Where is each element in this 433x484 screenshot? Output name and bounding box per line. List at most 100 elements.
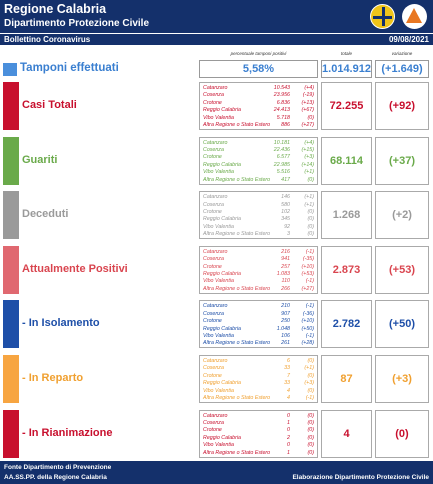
province-value: 22.436 <box>273 146 290 153</box>
province-value: 941 <box>281 256 290 263</box>
province-variation: (0) <box>307 176 314 183</box>
province-variation: (0) <box>307 427 314 434</box>
province-variation: (0) <box>307 419 314 426</box>
province-variation: (0) <box>307 114 314 121</box>
province-name: Vibo Valentia <box>203 223 234 230</box>
province-name: Vibo Valentia <box>203 332 234 339</box>
province-value: 6.577 <box>276 154 290 161</box>
province-variation: (+3) <box>304 380 314 387</box>
province-name: Vibo Valentia <box>203 387 234 394</box>
province-name: Cosenza <box>203 201 224 208</box>
province-name: Vibo Valentia <box>203 169 234 176</box>
section-total: 87 <box>321 355 372 403</box>
province-value: 6 <box>287 358 290 364</box>
section-color-bar <box>3 355 19 403</box>
tamponi-var: (+1.649) <box>375 60 429 78</box>
section-variation: (+37) <box>375 136 429 185</box>
province-list: Catanzaro 210 (-1) Cosenza 907 (-36) Crotone 25… <box>199 300 318 349</box>
province-variation: (+1) <box>304 194 314 201</box>
province-name: Cosenza <box>203 419 224 426</box>
section-color-bar <box>3 136 19 185</box>
province-value: 210 <box>281 303 290 310</box>
province-name: Reggio Calabria <box>203 325 241 332</box>
tamponi-perc: 5,58% <box>199 60 318 78</box>
section-total: 2.873 <box>321 245 372 294</box>
province-value: 1 <box>287 449 290 456</box>
section-label: Casi Totali <box>22 99 77 111</box>
province-name: Crotone <box>203 318 222 325</box>
col-header-variazione: variazione <box>391 51 413 56</box>
province-value: 6.836 <box>276 99 290 106</box>
province-name: Reggio Calabria <box>203 270 241 277</box>
province-list: Catanzaro 0 (0) Cosenza 1 (0) Crotone 0 (0) Reggi… <box>199 409 318 458</box>
province-name: Vibo Valentia <box>203 114 234 121</box>
province-variation: (0) <box>307 216 314 223</box>
section-row: - In Isolamento Catanzaro 210 (-1) Cosenza 90… <box>0 300 433 349</box>
province-variation: (0) <box>307 208 314 215</box>
province-variation: (0) <box>307 231 314 238</box>
bulletin-title: Bollettino Coronavirus <box>4 35 91 44</box>
province-variation: (+53) <box>301 270 314 277</box>
province-variation: (+10) <box>301 263 314 270</box>
province-value: 2 <box>287 434 290 441</box>
province-name: Vibo Valentia <box>203 278 234 285</box>
province-value: 257 <box>281 263 290 270</box>
province-variation: (+27) <box>301 122 314 128</box>
province-value: 1 <box>287 419 290 426</box>
section-row: Guariti Catanzaro 10.181 (+4) Cosenza 22.436 (… <box>0 136 433 185</box>
province-variation: (+67) <box>301 107 314 114</box>
province-list: Catanzaro 10.181 (+4) Cosenza 22.436 (+15) Cro… <box>199 136 318 185</box>
province-name: Catanzaro <box>203 248 228 255</box>
province-variation: (+28) <box>301 340 314 347</box>
province-variation: (+1) <box>304 365 314 372</box>
province-value: 250 <box>281 318 290 325</box>
section-color-bar <box>3 82 19 130</box>
province-variation: (0) <box>307 412 314 419</box>
section-label: Attualmente Positivi <box>22 262 128 275</box>
province-value: 4 <box>287 395 290 401</box>
province-variation: (+15) <box>301 146 314 153</box>
protezione-civile-logo-icon <box>402 4 427 29</box>
province-variation: (-1) <box>305 248 314 255</box>
section-total: 2.782 <box>321 300 372 349</box>
province-value: 110 <box>281 278 290 285</box>
province-variation: (0) <box>307 449 314 456</box>
header-subtitle: Dipartimento Protezione Civile <box>4 18 150 29</box>
province-variation: (-19) <box>302 92 314 99</box>
province-variation: (-1) <box>305 332 314 339</box>
province-value: 1.048 <box>276 325 290 332</box>
province-value: 3 <box>287 231 290 238</box>
province-name: Altra Regione o Stato Estero <box>203 395 271 401</box>
province-value: 417 <box>281 176 290 183</box>
province-value: 7 <box>287 372 290 379</box>
province-name: Crotone <box>203 372 222 379</box>
province-name: Altra Regione o Stato Estero <box>203 285 271 292</box>
province-value: 4 <box>287 387 290 394</box>
regione-calabria-logo-icon <box>370 4 395 29</box>
province-name: Reggio Calabria <box>203 216 241 223</box>
province-variation: (0) <box>307 387 314 394</box>
province-value: 5.516 <box>276 169 290 176</box>
province-variation: (+13) <box>301 99 314 106</box>
col-header-perc: percentuale tamponi positivi <box>230 51 287 56</box>
province-name: Catanzaro <box>203 412 228 419</box>
province-value: 216 <box>281 248 290 255</box>
section-total: 4 <box>321 409 372 458</box>
province-variation: (+14) <box>301 161 314 168</box>
province-value: 33 <box>284 365 290 372</box>
section-total: 1.268 <box>321 191 372 240</box>
section-label: - In Reparto <box>22 372 84 384</box>
col-header-totale: totale <box>340 51 352 56</box>
province-variation: (-35) <box>302 256 314 263</box>
province-name: Altra Regione o Stato Estero <box>203 176 271 183</box>
section-color-bar <box>3 300 19 349</box>
province-value: 0 <box>287 442 290 449</box>
tamponi-marker-icon <box>3 63 17 76</box>
province-variation: (+3) <box>304 154 314 161</box>
province-name: Crotone <box>203 427 222 434</box>
province-variation: (+50) <box>301 325 314 332</box>
province-name: Altra Regione o Stato Estero <box>203 340 271 347</box>
province-variation: (+4) <box>304 85 314 91</box>
section-color-bar <box>3 245 19 294</box>
province-value: 22.985 <box>273 161 290 168</box>
